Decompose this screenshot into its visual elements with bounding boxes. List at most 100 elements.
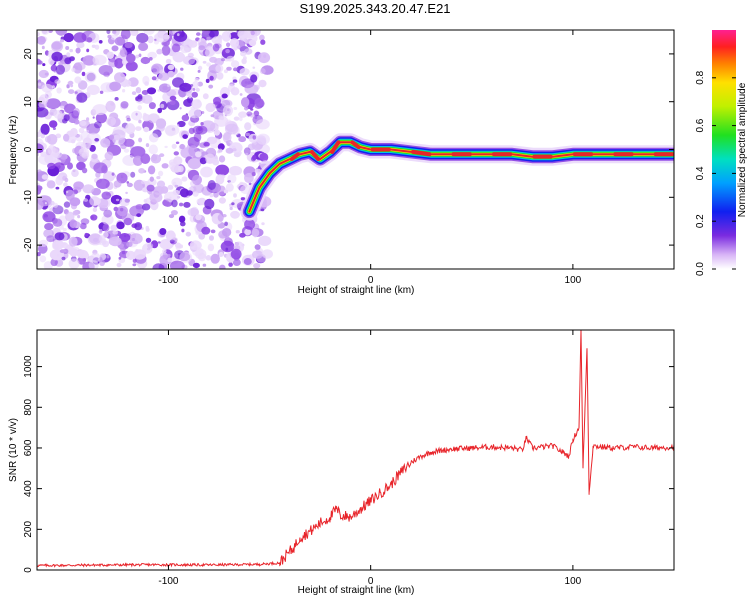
- noise-speckle: [86, 117, 90, 122]
- noise-speckle: [69, 48, 73, 53]
- noise-speckle: [78, 127, 85, 134]
- noise-speckle: [192, 81, 199, 89]
- noise-speckle: [37, 82, 42, 86]
- noise-speckle: [225, 247, 229, 251]
- noise-speckle: [189, 240, 202, 251]
- bottom-x-axis: -100 0 100: [158, 330, 582, 587]
- noise-speckle: [75, 47, 81, 54]
- noise-speckle: [254, 244, 261, 250]
- bottom-x-axis-title: Height of straight line (km): [298, 585, 415, 596]
- noise-speckle: [62, 175, 67, 181]
- noise-speckle: [141, 90, 149, 95]
- noise-speckle: [232, 258, 241, 266]
- noise-speckle: [118, 256, 122, 260]
- noise-speckle: [44, 202, 47, 205]
- noise-speckle: [39, 255, 47, 263]
- noise-speckle: [62, 227, 67, 232]
- noise-speckle: [207, 243, 215, 252]
- noise-speckle: [238, 136, 247, 143]
- noise-speckle: [41, 30, 50, 35]
- noise-speckle: [47, 162, 56, 170]
- noise-speckle: [192, 262, 200, 269]
- noise-speckle: [223, 189, 229, 194]
- noise-speckle: [188, 94, 192, 99]
- noise-speckle: [145, 225, 150, 231]
- noise-speckle: [181, 176, 188, 182]
- noise-speckle: [192, 191, 199, 197]
- noise-speckle: [161, 45, 171, 56]
- noise-speckle: [177, 33, 180, 37]
- noise-speckle: [167, 184, 174, 190]
- noise-speckle: [227, 174, 237, 184]
- noise-speckle: [258, 162, 262, 166]
- noise-speckle: [130, 171, 136, 178]
- noise-speckle: [215, 64, 224, 73]
- noise-speckle: [259, 68, 266, 75]
- track-hotspot: [310, 149, 321, 162]
- noise-speckle: [202, 60, 207, 64]
- noise-speckle: [253, 84, 260, 91]
- track-hotspot: [289, 152, 300, 162]
- noise-speckle: [251, 171, 256, 177]
- noise-speckle: [40, 133, 45, 139]
- noise-speckle: [164, 124, 180, 136]
- noise-speckle: [53, 110, 63, 119]
- noise-speckle: [187, 208, 200, 217]
- noise-speckle: [219, 264, 226, 269]
- noise-speckle: [125, 250, 136, 260]
- noise-speckle: [256, 133, 270, 145]
- noise-speckle: [115, 198, 120, 202]
- noise-speckle: [68, 258, 80, 269]
- noise-speckle: [169, 260, 185, 269]
- noise-speckle: [86, 84, 100, 95]
- noise-speckle: [86, 48, 90, 53]
- noise-speckle: [248, 182, 252, 186]
- noise-speckle: [137, 94, 143, 100]
- noise-speckle: [54, 79, 61, 84]
- noise-speckle: [38, 69, 49, 79]
- noise-speckle: [190, 84, 194, 87]
- noise-speckle: [157, 241, 161, 244]
- noise-speckle: [205, 153, 215, 164]
- noise-speckle: [54, 232, 65, 241]
- colorbar-tick-label: 0.8: [695, 70, 706, 84]
- noise-speckle: [138, 168, 146, 174]
- noise-speckle: [192, 174, 202, 186]
- noise-speckle: [63, 201, 71, 208]
- noise-speckle: [206, 62, 211, 67]
- noise-speckle: [179, 188, 189, 198]
- noise-speckle: [132, 263, 137, 267]
- bottom-y-axis-title: SNR (10 * v/v): [8, 418, 19, 482]
- noise-speckle: [199, 157, 207, 165]
- noise-speckle: [231, 202, 235, 206]
- noise-speckle: [243, 258, 252, 265]
- noise-speckle: [210, 253, 220, 264]
- noise-speckle: [197, 69, 201, 73]
- noise-speckle: [59, 249, 65, 254]
- noise-speckle: [124, 80, 132, 87]
- noise-speckle: [37, 195, 52, 207]
- snr-frame: [36, 329, 675, 571]
- noise-speckle: [210, 229, 216, 234]
- noise-speckle: [230, 248, 242, 260]
- noise-speckle: [60, 105, 65, 109]
- noise-speckle: [73, 32, 87, 43]
- noise-speckle: [98, 40, 103, 44]
- noise-speckle: [76, 42, 85, 49]
- noise-speckle: [240, 51, 247, 57]
- noise-speckle: [212, 43, 220, 52]
- noise-speckle: [171, 177, 183, 187]
- noise-speckle: [69, 248, 79, 257]
- bottom-y-tick-label: 200: [23, 521, 34, 538]
- noise-speckle: [41, 45, 45, 50]
- noise-speckle: [147, 51, 157, 59]
- noise-speckle: [172, 51, 186, 63]
- top-x-axis-title: Height of straight line (km): [298, 285, 415, 296]
- noise-speckle: [62, 118, 68, 124]
- noise-speckle: [40, 151, 48, 157]
- noise-speckle: [143, 30, 155, 35]
- noise-speckle: [38, 154, 54, 165]
- noise-speckle: [244, 172, 254, 184]
- noise-speckle: [76, 92, 88, 103]
- noise-speckle: [192, 87, 196, 91]
